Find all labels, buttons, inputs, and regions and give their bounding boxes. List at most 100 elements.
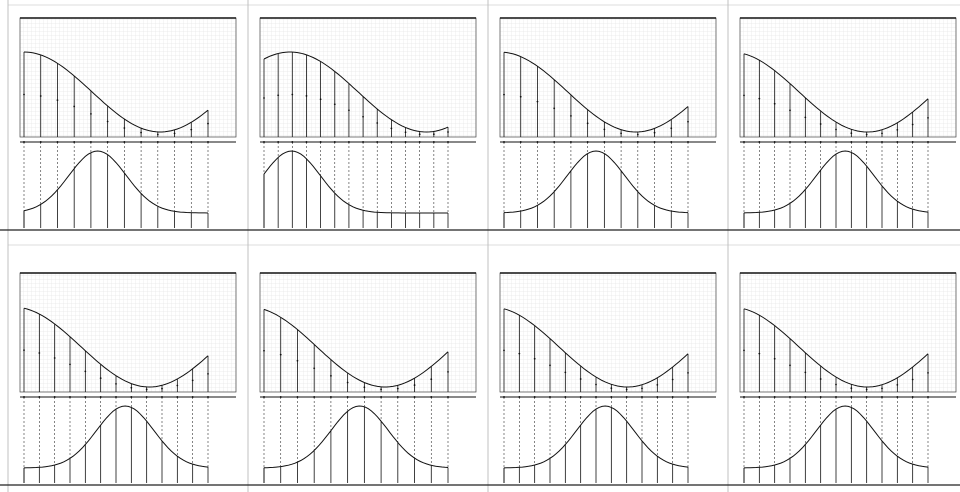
node-dot — [413, 384, 416, 386]
plot-box — [499, 17, 717, 138]
node-dot — [140, 131, 142, 134]
node-dot — [313, 367, 316, 370]
axis-tick — [390, 141, 393, 143]
node-dot — [130, 386, 133, 389]
node-dot — [90, 113, 92, 115]
node-dot — [636, 133, 639, 136]
node-dot — [625, 388, 628, 391]
axis-tick — [636, 141, 639, 143]
node-dot — [69, 363, 71, 366]
plot-box — [499, 272, 717, 393]
panel — [739, 272, 957, 483]
node-dot — [927, 372, 929, 374]
node-dot — [106, 120, 109, 123]
node-dot — [804, 371, 807, 374]
node-dot — [687, 372, 689, 374]
axis-tick — [319, 141, 322, 143]
node-dot — [758, 352, 761, 355]
node-dot — [23, 349, 25, 352]
axis-tick — [656, 396, 659, 398]
node-dot — [687, 120, 689, 123]
axis-tick — [263, 141, 265, 143]
node-dot — [518, 352, 521, 355]
axis-tick — [191, 396, 194, 398]
axis-tick — [743, 396, 745, 398]
plot-box — [739, 17, 957, 138]
panel — [259, 272, 477, 483]
axis-tick — [687, 396, 689, 398]
axis-tick — [911, 396, 914, 398]
axis-tick — [279, 396, 282, 398]
bell-curve — [263, 150, 448, 214]
axis-tick — [346, 396, 349, 398]
axis-tick — [396, 396, 399, 398]
node-dot — [653, 131, 656, 134]
axis-tick — [376, 141, 379, 143]
axis-tick — [789, 141, 791, 143]
axis-tick — [305, 141, 308, 143]
axis-tick — [804, 396, 807, 398]
node-dot — [53, 357, 56, 359]
node-dot — [896, 128, 899, 131]
axis-tick — [653, 141, 656, 143]
node-dot — [503, 93, 505, 96]
axis-tick — [536, 141, 539, 143]
node-dot — [610, 387, 613, 390]
axis-tick — [380, 396, 383, 398]
node-dot — [432, 133, 435, 136]
axis-tick — [533, 396, 536, 398]
axis-tick — [586, 141, 589, 143]
axis-tick — [549, 396, 551, 398]
axis-tick — [69, 396, 71, 398]
axis-tick — [519, 141, 522, 143]
axis-tick — [140, 141, 143, 143]
node-dot — [835, 128, 837, 131]
axis-tick — [773, 141, 776, 143]
node-dot — [156, 133, 159, 136]
node-dot — [390, 127, 393, 130]
axis-tick — [641, 396, 643, 398]
node-dot — [56, 99, 59, 102]
node-dot — [161, 387, 163, 390]
axis-tick — [207, 396, 209, 398]
axis-tick — [418, 141, 421, 143]
axis-tick — [363, 396, 366, 398]
node-dot — [39, 95, 42, 97]
node-dot — [207, 122, 209, 125]
axis-tick — [156, 141, 159, 143]
axis-tick — [161, 396, 163, 398]
plot-box — [19, 272, 237, 393]
node-dot — [430, 378, 433, 381]
axis-tick — [610, 396, 613, 398]
node-dot — [896, 383, 899, 386]
node-dot — [773, 357, 776, 360]
axis-tick — [99, 396, 102, 398]
node-dot — [263, 349, 265, 352]
node-dot — [549, 364, 551, 367]
axis-tick — [115, 396, 117, 398]
node-dot — [536, 100, 539, 103]
node-dot — [363, 386, 366, 389]
node-dot — [881, 132, 883, 135]
node-dot — [570, 115, 572, 117]
plot-box — [259, 272, 477, 393]
axis-tick — [670, 141, 673, 143]
axis-tick — [603, 141, 606, 143]
axis-tick — [625, 396, 628, 398]
axis-tick — [404, 141, 407, 143]
bell-curve — [23, 150, 209, 214]
node-dot — [850, 387, 853, 390]
axis-tick — [564, 396, 567, 398]
node-dot — [603, 128, 606, 131]
axis-tick — [896, 141, 899, 143]
axis-tick — [73, 141, 76, 143]
node-dot — [671, 378, 674, 381]
axis-tick — [835, 396, 837, 398]
plot-box — [739, 272, 957, 393]
panel — [739, 17, 957, 228]
axis-tick — [758, 141, 761, 143]
plot-box — [19, 17, 237, 138]
node-dot — [533, 357, 536, 360]
axis-tick — [23, 141, 25, 143]
